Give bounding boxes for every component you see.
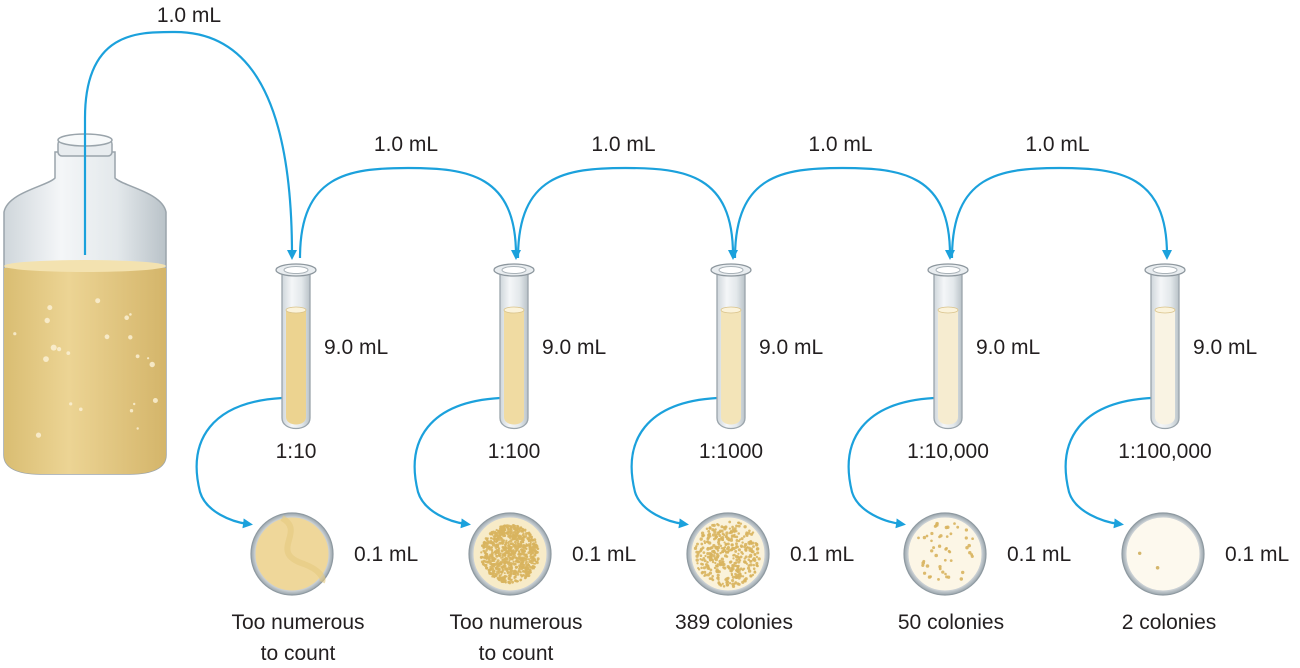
plating-arrow [1064,396,1152,529]
petri-plate: 0.1 mL Too numerous to count [231,512,418,665]
test-tube: 9.0 mL 1:1000 [699,263,823,463]
tube-broth [504,310,524,425]
plate-result-label: 389 colonies [675,611,793,634]
plate-result-label: Too numerous [449,611,582,634]
dilution-label: 1:100 [488,440,541,463]
tube-volume-label: 9.0 mL [542,336,606,359]
dilution-label: 1:1000 [699,440,763,463]
tube-volume-label: 9.0 mL [324,336,388,359]
dilution-label: 1:10,000 [907,440,989,463]
petri-plate: 0.1 mL 50 colonies [898,512,1071,634]
tube-broth [938,310,958,425]
plating-arrow [847,396,935,529]
plate-volume-label: 0.1 mL [572,543,636,566]
stock-bottle [3,133,167,475]
test-tube: 9.0 mL 1:10 [275,263,388,463]
bottle-broth [4,263,166,474]
stock-transfer-label: 1.0 mL [157,4,221,27]
plate-volume-label: 0.1 mL [1225,543,1289,566]
tube-broth [1155,310,1175,425]
transfer-volume-label: 1.0 mL [374,133,438,156]
dilution-label: 1:100,000 [1118,440,1211,463]
test-tube: 9.0 mL 1:100 [488,263,606,463]
plate-result-label: 50 colonies [898,611,1004,634]
transfer-arrow [298,166,521,260]
arrows [83,30,1172,529]
plate-volume-label: 0.1 mL [1007,543,1071,566]
petri-plate: 0.1 mL 389 colonies [675,512,854,634]
test-tube: 9.0 mL 1:10,000 [907,263,1040,463]
stock-transfer-arrow [83,30,297,260]
plate-volume-label: 0.1 mL [354,543,418,566]
petri-plate: 0.1 mL 2 colonies [1121,512,1289,634]
plating-arrow [630,396,718,529]
plating-arrow [195,396,283,529]
transfer-arrow [950,166,1172,260]
transfer-arrow [516,166,738,260]
tube-volume-label: 9.0 mL [976,336,1040,359]
transfer-arrow [733,166,955,260]
plating-arrow [413,396,501,529]
bottle-bubbles [13,298,158,438]
plate-result-label: to count [479,642,554,665]
test-tube: 9.0 mL 1:100,000 [1118,263,1257,463]
dilution-label: 1:10 [276,440,317,463]
plate-result-label: 2 colonies [1122,611,1217,634]
tube-volume-label: 9.0 mL [1193,336,1257,359]
transfer-volume-label: 1.0 mL [808,133,872,156]
tube-volume-label: 9.0 mL [759,336,823,359]
transfer-volume-label: 1.0 mL [591,133,655,156]
transfer-volume-label: 1.0 mL [1025,133,1089,156]
plate-result-label: Too numerous [231,611,364,634]
plate-volume-label: 0.1 mL [790,543,854,566]
plate-result-label: to count [261,642,336,665]
tube-broth [286,310,306,425]
tube-broth [721,310,741,425]
petri-plate: 0.1 mL Too numerous to count [449,512,636,665]
